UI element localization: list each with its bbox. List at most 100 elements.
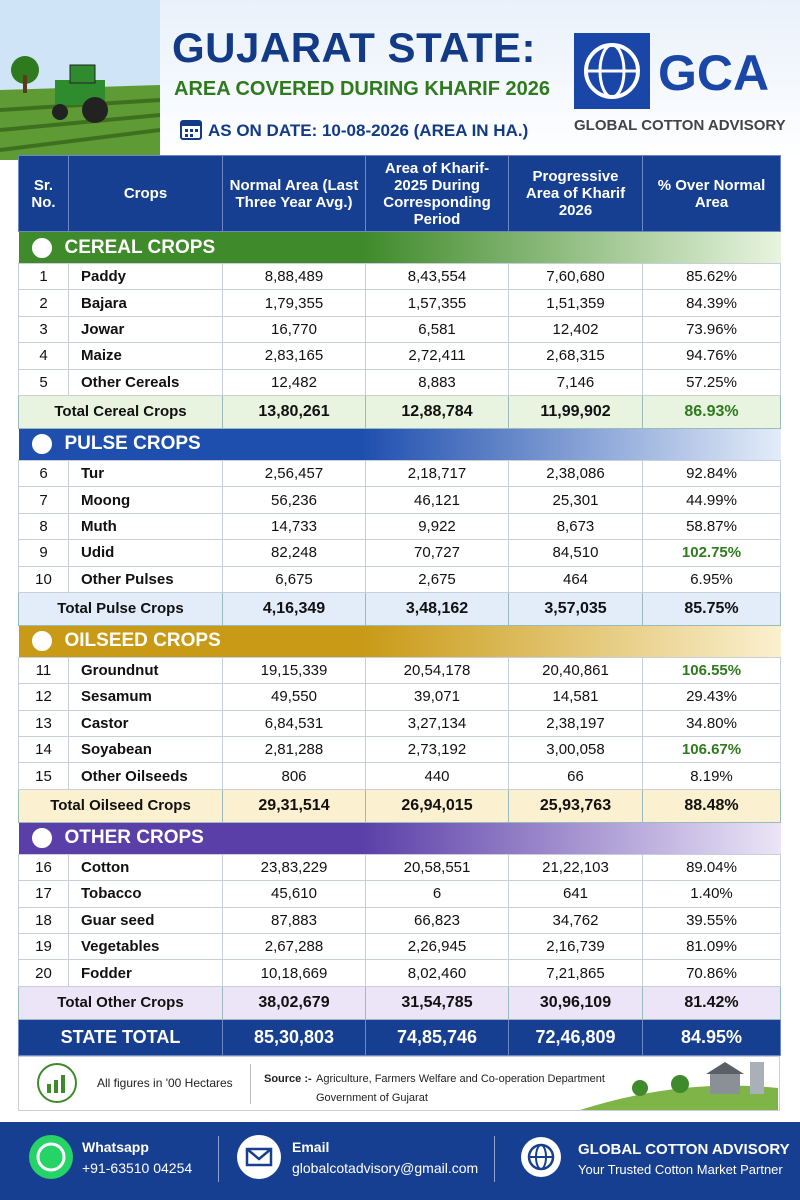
cell: 20,40,861 — [508, 656, 643, 685]
total-cell: 85.75% — [642, 591, 781, 626]
crop-name: Bajara — [68, 289, 223, 317]
cell: 2,38,197 — [508, 709, 643, 738]
cell: 57.25% — [642, 368, 781, 396]
cell: 1,57,355 — [365, 289, 509, 317]
cell: 2,38,086 — [508, 459, 643, 488]
crop-row: 14 Soyabean 2,81,288 2,73,192 3,00,058 106.67… — [18, 736, 781, 764]
calendar-icon — [180, 120, 202, 140]
cell: 13 — [18, 709, 69, 738]
total-cell: 31,54,785 — [365, 985, 509, 1020]
cell: 1,51,359 — [508, 289, 643, 317]
crop-name: Udid — [68, 539, 223, 567]
crop-name: Soyabean — [68, 736, 223, 764]
cell: 94.76% — [642, 342, 781, 370]
units-note: All figures in '00 Hectares — [97, 1076, 233, 1090]
total-cell: 4,16,349 — [222, 591, 366, 626]
crop-row: 7 Moong 56,236 46,121 25,301 44.99% — [18, 486, 781, 514]
cell: 2,81,288 — [222, 736, 366, 764]
state-total-cell: 72,46,809 — [508, 1018, 643, 1056]
total-label: Total Oilseed Crops — [18, 788, 223, 823]
crop-row: 13 Castor 6,84,531 3,27,134 2,38,197 34.80% — [18, 709, 781, 738]
cell: 3,00,058 — [508, 736, 643, 764]
cell: 3,27,134 — [365, 709, 509, 738]
crop-row: 2 Bajara 1,79,355 1,57,355 1,51,359 84.39% — [18, 289, 781, 317]
state-total-label: STATE TOTAL — [18, 1018, 223, 1056]
cell: 7,146 — [508, 368, 643, 396]
cell: 84,510 — [508, 539, 643, 567]
cell: 16,770 — [222, 315, 366, 344]
cell: 70,727 — [365, 539, 509, 567]
cell: 14,581 — [508, 683, 643, 711]
cell: 66 — [508, 762, 643, 790]
cell: 106.67% — [642, 736, 781, 764]
cell: 19,15,339 — [222, 656, 366, 685]
total-cell: 12,88,784 — [365, 394, 509, 429]
cell: 2,675 — [365, 565, 509, 593]
cell: 8.19% — [642, 762, 781, 790]
cell: 7,60,680 — [508, 262, 643, 291]
cell: 39,071 — [365, 683, 509, 711]
cell: 464 — [508, 565, 643, 593]
cell: 2,67,288 — [222, 933, 366, 961]
section-title: OILSEED CROPS — [64, 630, 221, 652]
section-header-row: OILSEED CROPS — [18, 625, 781, 658]
crop-row: 20 Fodder 10,18,669 8,02,460 7,21,865 70.86% — [18, 959, 781, 987]
cell: 2,83,165 — [222, 342, 366, 370]
crop-row: 18 Guar seed 87,883 66,823 34,762 39.55% — [18, 906, 781, 935]
cell: 2,68,315 — [508, 342, 643, 370]
source-label: Source :- — [264, 1073, 312, 1085]
cell: 25,301 — [508, 486, 643, 514]
email-address[interactable]: globalcotadvisory@gmail.com — [292, 1160, 479, 1176]
cell: 8,43,554 — [365, 262, 509, 291]
farm-scene — [580, 1062, 778, 1110]
column-header: Progressive Area of Kharif 2026 — [508, 155, 643, 232]
cell: 2,73,192 — [365, 736, 509, 764]
cell: 23,83,229 — [222, 853, 366, 882]
cell: 34.80% — [642, 709, 781, 738]
crop-name: Castor — [68, 709, 223, 738]
cell: 29.43% — [642, 683, 781, 711]
crop-name: Other Cereals — [68, 368, 223, 396]
cell: 11 — [18, 656, 69, 685]
cell: 84.39% — [642, 289, 781, 317]
cell: 73.96% — [642, 315, 781, 344]
section-title: PULSE CROPS — [64, 433, 201, 455]
cell: 87,883 — [222, 906, 366, 935]
total-cell: 13,80,261 — [222, 394, 366, 429]
section-title: CEREAL CROPS — [64, 236, 216, 258]
crop-row: 11 Groundnut 19,15,339 20,54,178 20,40,861 10… — [18, 656, 781, 685]
cell: 20 — [18, 959, 69, 987]
logo-text: GCA — [658, 45, 770, 101]
crop-row: 16 Cotton 23,83,229 20,58,551 21,22,103 89.04… — [18, 853, 781, 882]
column-header: Sr. No. — [18, 155, 69, 232]
cell: 49,550 — [222, 683, 366, 711]
crop-name: Tur — [68, 459, 223, 488]
crop-row: 9 Udid 82,248 70,727 84,510 102.75% — [18, 539, 781, 567]
cell: 10 — [18, 565, 69, 593]
cell: 6,84,531 — [222, 709, 366, 738]
whatsapp-label: Whatsapp — [82, 1139, 149, 1155]
cell: 6 — [18, 459, 69, 488]
crop-name: Maize — [68, 342, 223, 370]
cell: 8 — [18, 512, 69, 541]
cell: 1 — [18, 262, 69, 291]
cell: 8,02,460 — [365, 959, 509, 987]
total-cell: 11,99,902 — [508, 394, 643, 429]
column-header: Area of Kharif-2025 During Corresponding… — [365, 155, 509, 232]
crop-name: Jowar — [68, 315, 223, 344]
cell: 6 — [365, 880, 509, 908]
cell: 8,883 — [365, 368, 509, 396]
cell: 14,733 — [222, 512, 366, 541]
logo-caption: GLOBAL COTTON ADVISORY — [574, 117, 786, 134]
cell: 2,26,945 — [365, 933, 509, 961]
whatsapp-number[interactable]: +91-63510 04254 — [82, 1160, 193, 1176]
crop-row: 5 Other Cereals 12,482 8,883 7,146 57.25% — [18, 368, 781, 396]
column-header: Normal Area (Last Three Year Avg.) — [222, 155, 366, 232]
section-icon — [28, 628, 55, 655]
cell: 440 — [365, 762, 509, 790]
column-header: % Over Normal Area — [642, 155, 781, 232]
crop-name: Fodder — [68, 959, 223, 987]
cell: 66,823 — [365, 906, 509, 935]
title: GUJARAT STATE: — [172, 24, 536, 71]
cell: 9,922 — [365, 512, 509, 541]
